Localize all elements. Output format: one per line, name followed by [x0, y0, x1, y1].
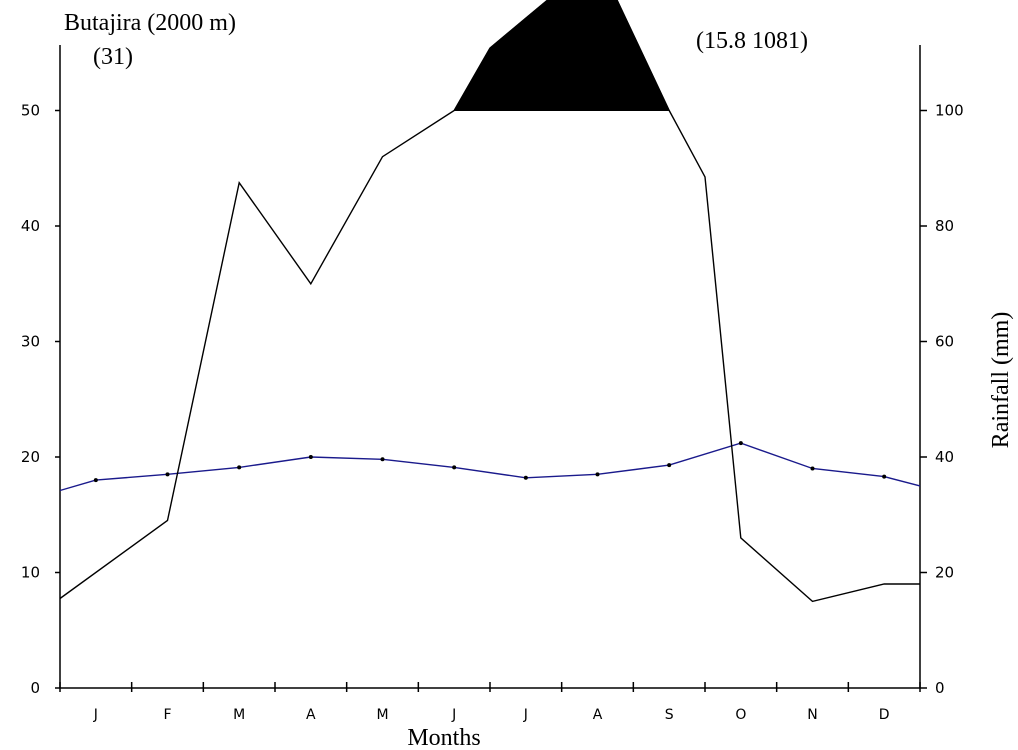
temperature-point [452, 465, 457, 470]
month-label: O [735, 707, 746, 723]
temperature-point [165, 472, 170, 477]
month-label: J [451, 707, 456, 723]
temperature-point [667, 463, 672, 468]
temperature-point [810, 466, 815, 471]
chart-title: Butajira (2000 m) [64, 10, 236, 36]
month-label: D [879, 707, 890, 723]
chart-subtitle-right: (15.8 1081) [696, 28, 808, 54]
temperature-line [59, 442, 921, 492]
ticks: 0 10 20 30 40 50 0 20 40 60 80 100 J F M A M J J A S O N D [21, 102, 964, 724]
temperature-point [882, 474, 887, 479]
temperature-point [93, 478, 98, 483]
temperature-point [308, 455, 313, 459]
right-tick-label: 0 [935, 679, 945, 697]
left-tick-label: 0 [30, 679, 40, 697]
right-tick-label: 20 [935, 564, 954, 582]
month-label: S [665, 707, 674, 723]
left-tick-label: 20 [21, 448, 40, 466]
temperature-point [523, 475, 528, 480]
temperature-point [380, 457, 385, 462]
month-label: F [163, 707, 171, 723]
month-label: J [93, 707, 98, 723]
left-tick-label: 50 [21, 102, 40, 120]
rainfall-line [59, 0, 920, 603]
temperature-point [595, 472, 600, 477]
right-tick-label: 40 [935, 448, 954, 466]
month-label: M [233, 707, 245, 723]
temperature-point [738, 441, 743, 446]
right-tick-label: 60 [935, 333, 954, 351]
left-tick-label: 30 [21, 333, 40, 351]
month-label: J [523, 707, 528, 723]
left-tick-label: 10 [21, 564, 40, 582]
series-lines [59, 0, 921, 603]
left-tick-label: 40 [21, 217, 40, 235]
right-tick-label: 100 [935, 102, 964, 120]
month-label: M [376, 707, 388, 723]
month-label: A [306, 707, 316, 723]
temperature-point [237, 465, 242, 470]
x-axis-title: Months [407, 725, 480, 750]
month-label: A [593, 707, 603, 723]
right-tick-label: 80 [935, 217, 954, 235]
right-axis-title: Rainfall (mm) [988, 312, 1014, 449]
chart-subtitle-left: (31) [93, 44, 133, 70]
axes [59, 45, 921, 689]
labels: Butajira (2000 m) (31) (15.8 1081) Month… [64, 10, 1014, 750]
month-label: N [807, 707, 817, 723]
